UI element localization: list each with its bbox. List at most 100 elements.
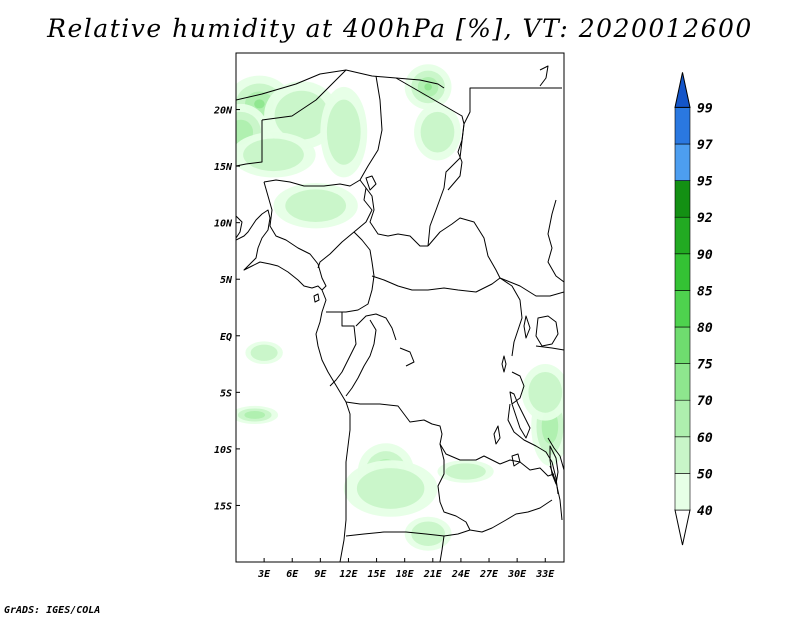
colorbar-level-label: 90	[697, 248, 713, 263]
border-zambia-zimbabwe	[469, 499, 553, 533]
border-libya-chad	[395, 77, 562, 125]
border-sudan-east	[447, 123, 465, 191]
colorbar-upper-arrow	[674, 72, 691, 108]
border-mauritania-mali	[236, 69, 445, 101]
humidity-patch	[445, 463, 486, 480]
humidity-patch	[528, 371, 563, 413]
coastline-west-africa	[236, 209, 323, 291]
lake-malawi	[549, 445, 559, 485]
border-congo-drc	[345, 319, 377, 397]
colorbar-swatch	[674, 326, 691, 364]
colorbar-level-label: 80	[697, 321, 713, 336]
humidity-patch	[411, 521, 445, 546]
lon-tick-label: 30E	[507, 569, 527, 580]
lake-tanganyika-east	[493, 425, 501, 445]
border-drc-uganda	[499, 277, 523, 357]
credit-label: GrADS: IGES/COLA	[4, 605, 101, 616]
lake-volta-area	[236, 215, 243, 239]
coastline-gulf-guinea-south	[315, 289, 351, 562]
lon-tick-label: 24E	[451, 569, 471, 580]
lon-tick-label: 15E	[368, 569, 387, 580]
colorbar-level-label: 50	[697, 467, 713, 482]
colorbar: 40 50 60 70 75 80 85 90 92 95 97 99	[674, 72, 713, 546]
colorbar-swatch	[674, 180, 691, 218]
lat-tick-label: 5S	[220, 388, 232, 399]
lake-kivu	[501, 355, 507, 373]
humidity-patch	[424, 83, 432, 91]
island-bioko	[313, 293, 320, 303]
colorbar-swatch	[674, 107, 691, 145]
lon-tick-label: 12E	[339, 569, 358, 580]
lon-tick-label: 27E	[479, 569, 499, 580]
map-frame	[235, 52, 565, 563]
colorbar-swatch	[674, 363, 691, 401]
colorbar-level-label: 70	[697, 394, 713, 409]
border-angola-namibia	[345, 529, 471, 537]
lake-victoria	[535, 315, 559, 347]
border-ethiopia	[547, 199, 564, 283]
humidity-patch	[243, 138, 304, 172]
humidity-patch	[285, 189, 347, 222]
colorbar-swatch	[674, 399, 691, 438]
colorbar-swatch	[674, 253, 691, 291]
border-angola-zambia	[437, 443, 471, 531]
lat-tick-label: 15S	[214, 501, 232, 512]
humidity-patch	[244, 410, 266, 419]
humidity-patch	[356, 468, 425, 509]
border-south-sudan-east	[499, 277, 564, 297]
colorbar-level-label: 99	[697, 101, 713, 116]
lat-tick-label: 10N	[214, 219, 233, 230]
border-drc-zambia	[499, 459, 555, 477]
humidity-patch	[326, 99, 361, 165]
red-sea-coast	[539, 65, 549, 87]
humidity-patch	[420, 111, 455, 153]
border-chad-car	[359, 179, 428, 247]
lake-tanganyika	[509, 391, 531, 439]
border-cameroon-car	[326, 231, 375, 313]
border-rwanda-burundi	[511, 371, 525, 405]
border-congo-north	[355, 313, 397, 341]
border-gabon-congo	[326, 311, 357, 387]
humidity-shading	[236, 64, 564, 551]
colorbar-level-label: 60	[697, 431, 713, 446]
lat-tick-label: 20N	[213, 106, 233, 117]
border-malawi	[549, 465, 563, 521]
lake-mweru	[511, 453, 521, 467]
colorbar-swatch	[674, 143, 691, 181]
border-namibia-botswana	[439, 535, 445, 562]
lat-tick-label: 5N	[220, 275, 233, 286]
border-car-sudan	[427, 217, 501, 279]
colorbar-lower-arrow	[674, 509, 691, 546]
lon-tick-label: 3E	[257, 569, 271, 580]
border-mozambique	[547, 437, 564, 471]
colorbar-swatch	[674, 473, 691, 511]
colorbar-swatch	[674, 216, 691, 255]
colorbar-level-label: 40	[697, 504, 713, 519]
border-nigeria-cameroon	[263, 181, 327, 291]
colorbar-level-label: 75	[697, 358, 713, 373]
river-congo	[399, 347, 415, 367]
axis-ticks: 20N 15N 10N 5N EQ 5S 10S 15S 3E 6E 9E 12E 15E 18E 21E 2…	[213, 106, 555, 580]
lat-tick-label: EQ	[220, 332, 232, 343]
border-niger-chad	[263, 75, 383, 187]
country-borders	[236, 65, 564, 562]
border-algeria-mali	[261, 69, 347, 121]
lon-tick-label: 18E	[396, 569, 415, 580]
humidity-patch	[250, 344, 278, 361]
border-car-drc	[371, 275, 501, 293]
chart-title: Relative humidity at 400hPa [%], VT: 202…	[47, 14, 753, 43]
border-mali-niger	[236, 120, 263, 167]
colorbar-swatch	[674, 436, 691, 474]
border-tanzania-lakes	[507, 403, 559, 495]
humidity-patch	[274, 90, 329, 140]
lon-tick-label: 33E	[535, 569, 555, 580]
border-drc-angola-north	[345, 401, 501, 465]
lon-tick-label: 9E	[314, 569, 327, 580]
colorbar-level-label: 92	[697, 211, 713, 226]
colorbar-level-label: 85	[697, 284, 713, 299]
colorbar-swatch	[674, 290, 691, 328]
lon-tick-label: 21E	[423, 569, 443, 580]
lake-chad	[365, 175, 377, 191]
border-kenya-tanzania	[535, 345, 564, 351]
